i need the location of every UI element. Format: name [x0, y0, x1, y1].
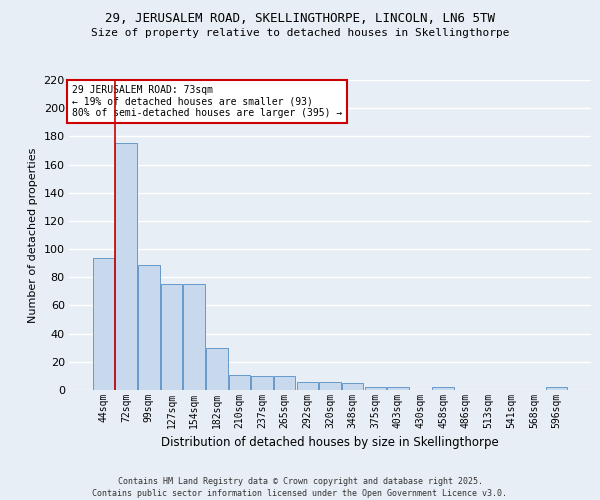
Bar: [546, 387, 567, 390]
Bar: [296, 382, 318, 390]
Y-axis label: Number of detached properties: Number of detached properties: [28, 148, 38, 322]
Bar: [115, 144, 137, 390]
Bar: [342, 383, 364, 390]
Bar: [387, 387, 409, 390]
Bar: [433, 387, 454, 390]
Text: 29, JERUSALEM ROAD, SKELLINGTHORPE, LINCOLN, LN6 5TW: 29, JERUSALEM ROAD, SKELLINGTHORPE, LINC…: [105, 12, 495, 26]
Bar: [229, 374, 250, 390]
Bar: [274, 376, 295, 390]
Text: Contains public sector information licensed under the Open Government Licence v3: Contains public sector information licen…: [92, 489, 508, 498]
Bar: [93, 258, 114, 390]
Bar: [365, 387, 386, 390]
Text: 29 JERUSALEM ROAD: 73sqm
← 19% of detached houses are smaller (93)
80% of semi-d: 29 JERUSALEM ROAD: 73sqm ← 19% of detach…: [71, 84, 342, 118]
Bar: [206, 348, 227, 390]
Text: Size of property relative to detached houses in Skellingthorpe: Size of property relative to detached ho…: [91, 28, 509, 38]
Bar: [319, 382, 341, 390]
Text: Contains HM Land Registry data © Crown copyright and database right 2025.: Contains HM Land Registry data © Crown c…: [118, 478, 482, 486]
Bar: [251, 376, 273, 390]
Bar: [161, 284, 182, 390]
Bar: [184, 284, 205, 390]
Bar: [138, 264, 160, 390]
X-axis label: Distribution of detached houses by size in Skellingthorpe: Distribution of detached houses by size …: [161, 436, 499, 450]
